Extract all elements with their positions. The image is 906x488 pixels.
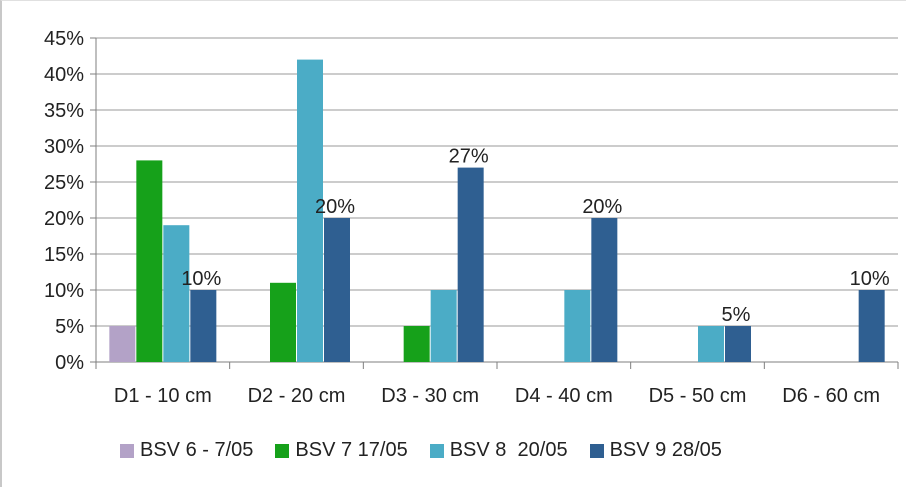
bar [163, 225, 190, 362]
bar [725, 326, 751, 362]
y-tick-label: 15% [44, 244, 84, 266]
y-tick-label: 20% [44, 208, 84, 230]
x-tick-label: D5 - 50 cm [649, 385, 747, 407]
bar [698, 326, 724, 362]
bar [190, 290, 217, 362]
legend-label: BSV 8 20/05 [449, 439, 568, 461]
bar [591, 218, 618, 362]
bar [270, 282, 296, 362]
bar [457, 167, 484, 362]
y-tick-label: 40% [44, 64, 84, 86]
legend-item: BSV 9 28/05 [589, 439, 722, 462]
y-tick-label: 25% [44, 172, 84, 194]
legend-swatch [120, 443, 134, 458]
y-tick-label: 5% [55, 316, 84, 338]
legend-item: BSV 6 - 7/05 [120, 439, 253, 462]
x-tick-label: D1 - 10 cm [114, 385, 212, 407]
bar [430, 290, 457, 362]
legend-item: BSV 8 20/05 [429, 439, 568, 462]
y-tick-label: 30% [44, 136, 84, 158]
y-tick-label: 0% [55, 352, 84, 374]
y-tick-label: 35% [44, 100, 84, 122]
bar [564, 290, 591, 362]
data-label: 20% [315, 196, 355, 218]
data-label: 5% [722, 304, 751, 326]
bar [858, 290, 885, 362]
legend-label: BSV 7 17/05 [295, 439, 408, 461]
legend-label: BSV 9 28/05 [609, 439, 722, 461]
legend-label: BSV 6 - 7/05 [140, 439, 254, 461]
legend-item: BSV 7 17/05 [275, 439, 408, 462]
data-label: 27% [449, 146, 489, 168]
bar [109, 326, 136, 362]
x-tick-label: D3 - 30 cm [381, 385, 479, 407]
legend-swatch [589, 443, 604, 458]
bar [136, 160, 163, 362]
x-tick-label: D2 - 20 cm [248, 385, 346, 407]
data-label: 10% [850, 268, 890, 290]
bar [297, 59, 323, 362]
data-label: 20% [582, 196, 622, 218]
y-tick-label: 10% [44, 280, 84, 302]
y-tick-label: 45% [44, 28, 84, 50]
x-tick-label: D4 - 40 cm [515, 385, 613, 407]
bar [403, 326, 430, 362]
legend-swatch [275, 443, 290, 458]
legend-swatch [429, 443, 444, 458]
bar [324, 218, 350, 362]
x-tick-label: D6 - 60 cm [782, 385, 880, 407]
data-label: 10% [181, 268, 221, 290]
legend: BSV 6 - 7/05 BSV 7 17/05 BSV 8 20/05 BSV 9 … [120, 439, 744, 462]
